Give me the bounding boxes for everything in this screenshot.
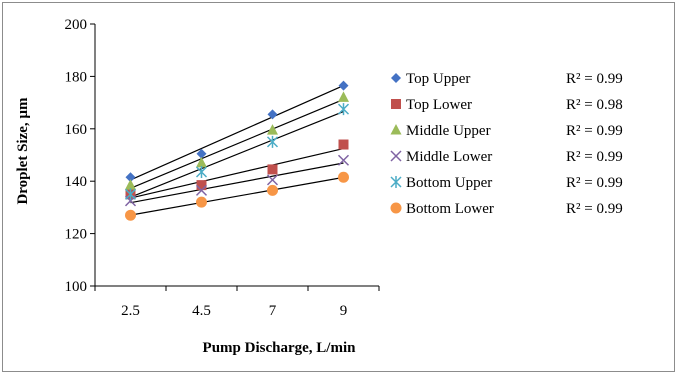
chart-frame: 100 120 140 160 180 200 2.5 4.5 7 9 Top Upper R² =… bbox=[2, 2, 675, 372]
trendline bbox=[130, 110, 344, 198]
data-point-middle-lower bbox=[337, 154, 350, 166]
data-point-top-upper bbox=[338, 80, 349, 91]
data-point-middle-upper bbox=[125, 179, 136, 190]
data-point-bottom-lower bbox=[196, 196, 207, 208]
data-point-bottom-upper bbox=[337, 103, 350, 116]
data-point-bottom-upper bbox=[266, 135, 279, 148]
legend-label-top-upper: Top Upper bbox=[406, 71, 470, 87]
data-point-middle-upper bbox=[338, 91, 349, 102]
legend-label-bottom-lower: Bottom Lower bbox=[406, 201, 494, 217]
legend-label-middle-upper: Middle Upper bbox=[406, 123, 491, 139]
legend-label-top-lower: Top Lower bbox=[406, 97, 472, 113]
droplet-size-chart: 100 120 140 160 180 200 2.5 4.5 7 9 Top Upper R² =… bbox=[15, 17, 623, 356]
legend-marker-top-lower bbox=[391, 99, 401, 109]
r-squared-label: R² = 0.99 bbox=[566, 175, 623, 191]
y-tick-label: 100 bbox=[65, 279, 88, 295]
data-point-top-upper bbox=[267, 109, 278, 120]
data-point-middle-lower bbox=[266, 174, 279, 186]
x-axis-title: Pump Discharge, L/min bbox=[203, 340, 357, 356]
r-squared-label: R² = 0.99 bbox=[566, 71, 623, 87]
y-tick-label: 140 bbox=[65, 174, 88, 190]
trendline bbox=[130, 162, 344, 204]
data-point-middle-upper bbox=[196, 156, 207, 168]
y-axis-title: Droplet Size, µm bbox=[15, 97, 31, 205]
data-point-top-upper bbox=[196, 148, 207, 159]
legend-marker-middle-lower bbox=[390, 150, 402, 162]
data-point-bottom-upper bbox=[124, 188, 137, 201]
r-squared-label: R² = 0.99 bbox=[566, 123, 623, 139]
axes: 100 120 140 160 180 200 2.5 4.5 7 9 bbox=[65, 17, 380, 319]
r-squared-label: R² = 0.99 bbox=[566, 149, 623, 165]
legend-label-bottom-upper: Bottom Upper bbox=[406, 175, 492, 191]
legend-marker-top-upper bbox=[391, 73, 401, 83]
data-point-bottom-upper bbox=[195, 166, 208, 179]
legend-label-middle-lower: Middle Lower bbox=[406, 149, 492, 165]
x-tick-label: 9 bbox=[340, 303, 348, 319]
y-tick-label: 160 bbox=[65, 122, 88, 138]
trendlines bbox=[130, 85, 344, 216]
y-tick-label: 120 bbox=[65, 227, 88, 243]
data-point-middle-upper bbox=[267, 124, 278, 135]
data-point-top-lower bbox=[338, 139, 349, 150]
trendline bbox=[130, 85, 344, 181]
trendline bbox=[130, 147, 344, 199]
x-tick-label: 2.5 bbox=[121, 303, 140, 319]
y-tick-label: 200 bbox=[65, 17, 88, 33]
data-point-bottom-lower bbox=[338, 171, 349, 183]
data-point-middle-lower bbox=[195, 184, 208, 196]
r-squared-label: R² = 0.98 bbox=[566, 97, 623, 113]
x-tick-label: 7 bbox=[269, 303, 277, 319]
data-point-bottom-lower bbox=[267, 184, 278, 196]
data-point-top-lower bbox=[196, 180, 207, 191]
data-point-top-lower bbox=[267, 164, 278, 175]
y-tick-label: 180 bbox=[65, 69, 88, 85]
data-points bbox=[124, 80, 350, 221]
data-point-bottom-lower bbox=[125, 209, 136, 221]
r-squared-label: R² = 0.99 bbox=[566, 201, 623, 217]
x-tick-label: 4.5 bbox=[192, 303, 211, 319]
legend-marker-middle-upper bbox=[390, 124, 402, 135]
legend: Top Upper R² = 0.99 Top Lower R² = 0.98 Midd… bbox=[390, 71, 623, 217]
trendline bbox=[130, 176, 344, 216]
legend-marker-bottom-upper bbox=[390, 176, 402, 188]
trendline bbox=[130, 98, 344, 189]
data-point-top-upper bbox=[125, 172, 136, 183]
legend-marker-bottom-lower bbox=[390, 202, 402, 214]
